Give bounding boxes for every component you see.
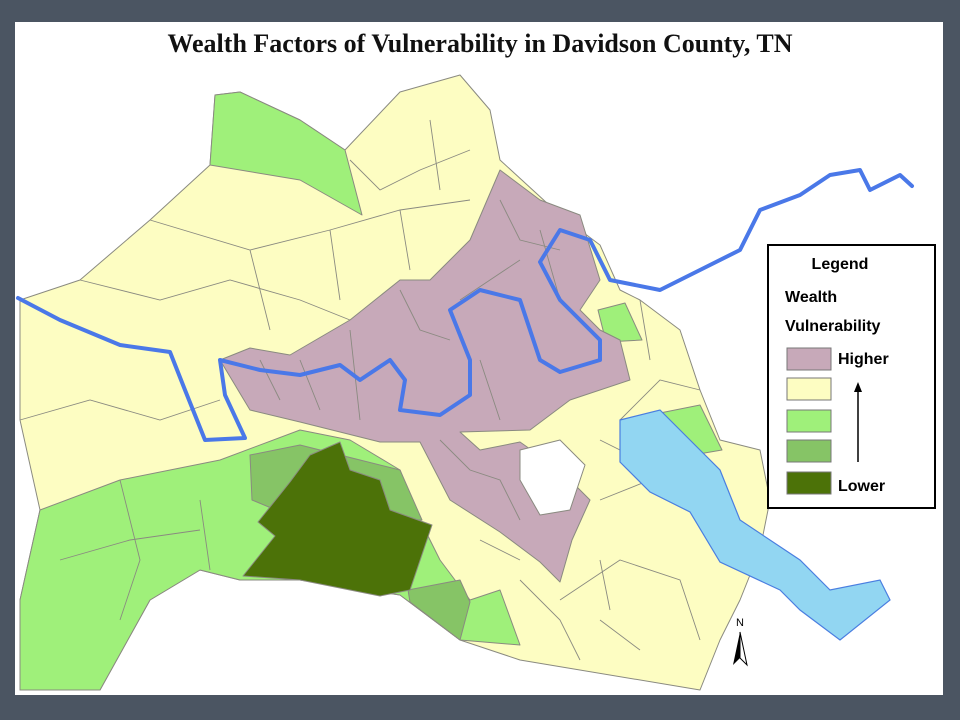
north-label: N	[736, 617, 744, 629]
legend-subtitle: Vulnerability	[785, 318, 881, 335]
zone-green	[209, 91, 363, 216]
legend-subtitle: Wealth	[785, 289, 837, 306]
zone-mid-green	[407, 579, 471, 641]
legend-arrowhead	[854, 382, 862, 392]
tract-lines	[19, 119, 741, 661]
legend-low-label: Lower	[838, 478, 885, 495]
legend-swatch	[786, 347, 832, 371]
legend-heading: Legend	[812, 256, 869, 273]
north-arrow-right	[739, 631, 748, 667]
lake	[619, 409, 891, 641]
legend-box	[767, 244, 936, 509]
legend-swatch	[786, 471, 832, 495]
legend-swatch	[786, 409, 832, 433]
zone-dark-green	[242, 441, 433, 597]
legend-swatch	[786, 377, 832, 401]
map-title: Wealth Factors of Vulnerability in David…	[167, 29, 792, 58]
legend: Legend Wealth Vulnerability Higher Lower	[767, 244, 936, 509]
zone-white	[519, 439, 586, 516]
legend-swatches	[786, 347, 832, 495]
north-arrow: N	[733, 617, 748, 667]
river	[16, 168, 914, 442]
legend-high-label: Higher	[838, 351, 889, 368]
north-arrow-left	[733, 632, 740, 665]
legend-swatch	[786, 439, 832, 463]
county-map	[16, 74, 914, 691]
